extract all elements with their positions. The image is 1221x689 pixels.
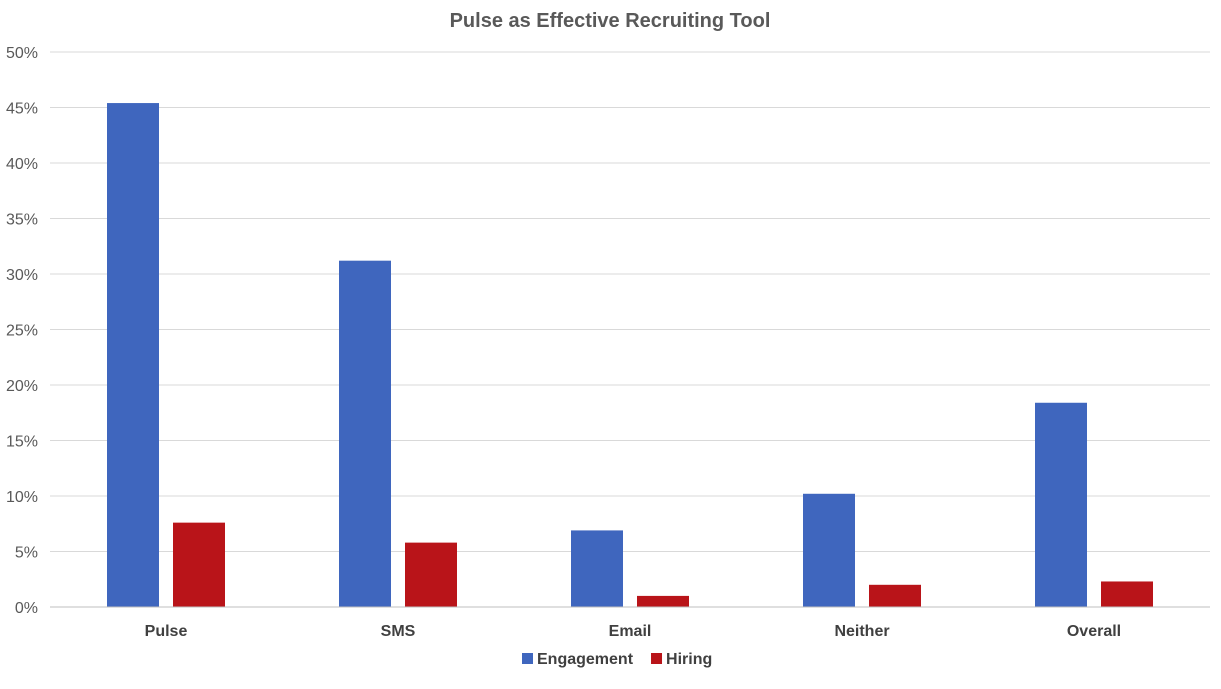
x-tick-label: Email	[609, 623, 652, 640]
y-tick-label: 20%	[6, 378, 38, 395]
bar-engagement-neither	[803, 493, 855, 607]
legend-swatch-engagement	[522, 653, 533, 664]
legend: Engagement Hiring	[522, 651, 712, 668]
y-tick-label: 35%	[6, 212, 38, 229]
bar-hiring-email	[637, 595, 689, 607]
y-tick-label: 50%	[6, 45, 38, 62]
legend-label-engagement: Engagement	[537, 651, 634, 668]
y-tick-label: 45%	[6, 101, 38, 118]
x-axis-tick-labels: Pulse SMS Email Neither Overall	[145, 623, 1121, 640]
bar-engagement-sms	[339, 260, 391, 607]
y-tick-label: 30%	[6, 267, 38, 284]
bar-engagement-email	[571, 530, 623, 607]
y-tick-label: 10%	[6, 489, 38, 506]
bar-hiring-overall	[1101, 581, 1153, 607]
bar-hiring-pulse	[173, 522, 225, 607]
legend-swatch-hiring	[651, 653, 663, 664]
y-axis-tick-labels: 0% 5% 10% 15% 20% 25% 30% 35% 40% 45% 50%	[6, 45, 38, 617]
bar-engagement-pulse	[107, 103, 159, 607]
y-tick-label: 5%	[15, 545, 38, 562]
bar-hiring-neither	[869, 584, 921, 607]
chart-title: Pulse as Effective Recruiting Tool	[450, 10, 771, 32]
bar-hiring-sms	[405, 542, 457, 607]
bar-engagement-overall	[1035, 402, 1087, 607]
y-tick-label: 25%	[6, 323, 38, 340]
x-tick-label: SMS	[381, 623, 416, 640]
bars	[107, 103, 1153, 607]
gridlines	[50, 51, 1210, 552]
y-tick-label: 15%	[6, 434, 38, 451]
y-tick-label: 40%	[6, 156, 38, 173]
legend-label-hiring: Hiring	[666, 651, 712, 668]
x-tick-label: Pulse	[145, 623, 188, 640]
x-tick-label: Neither	[834, 623, 889, 640]
x-tick-label: Overall	[1067, 623, 1121, 640]
y-tick-label: 0%	[15, 600, 38, 617]
